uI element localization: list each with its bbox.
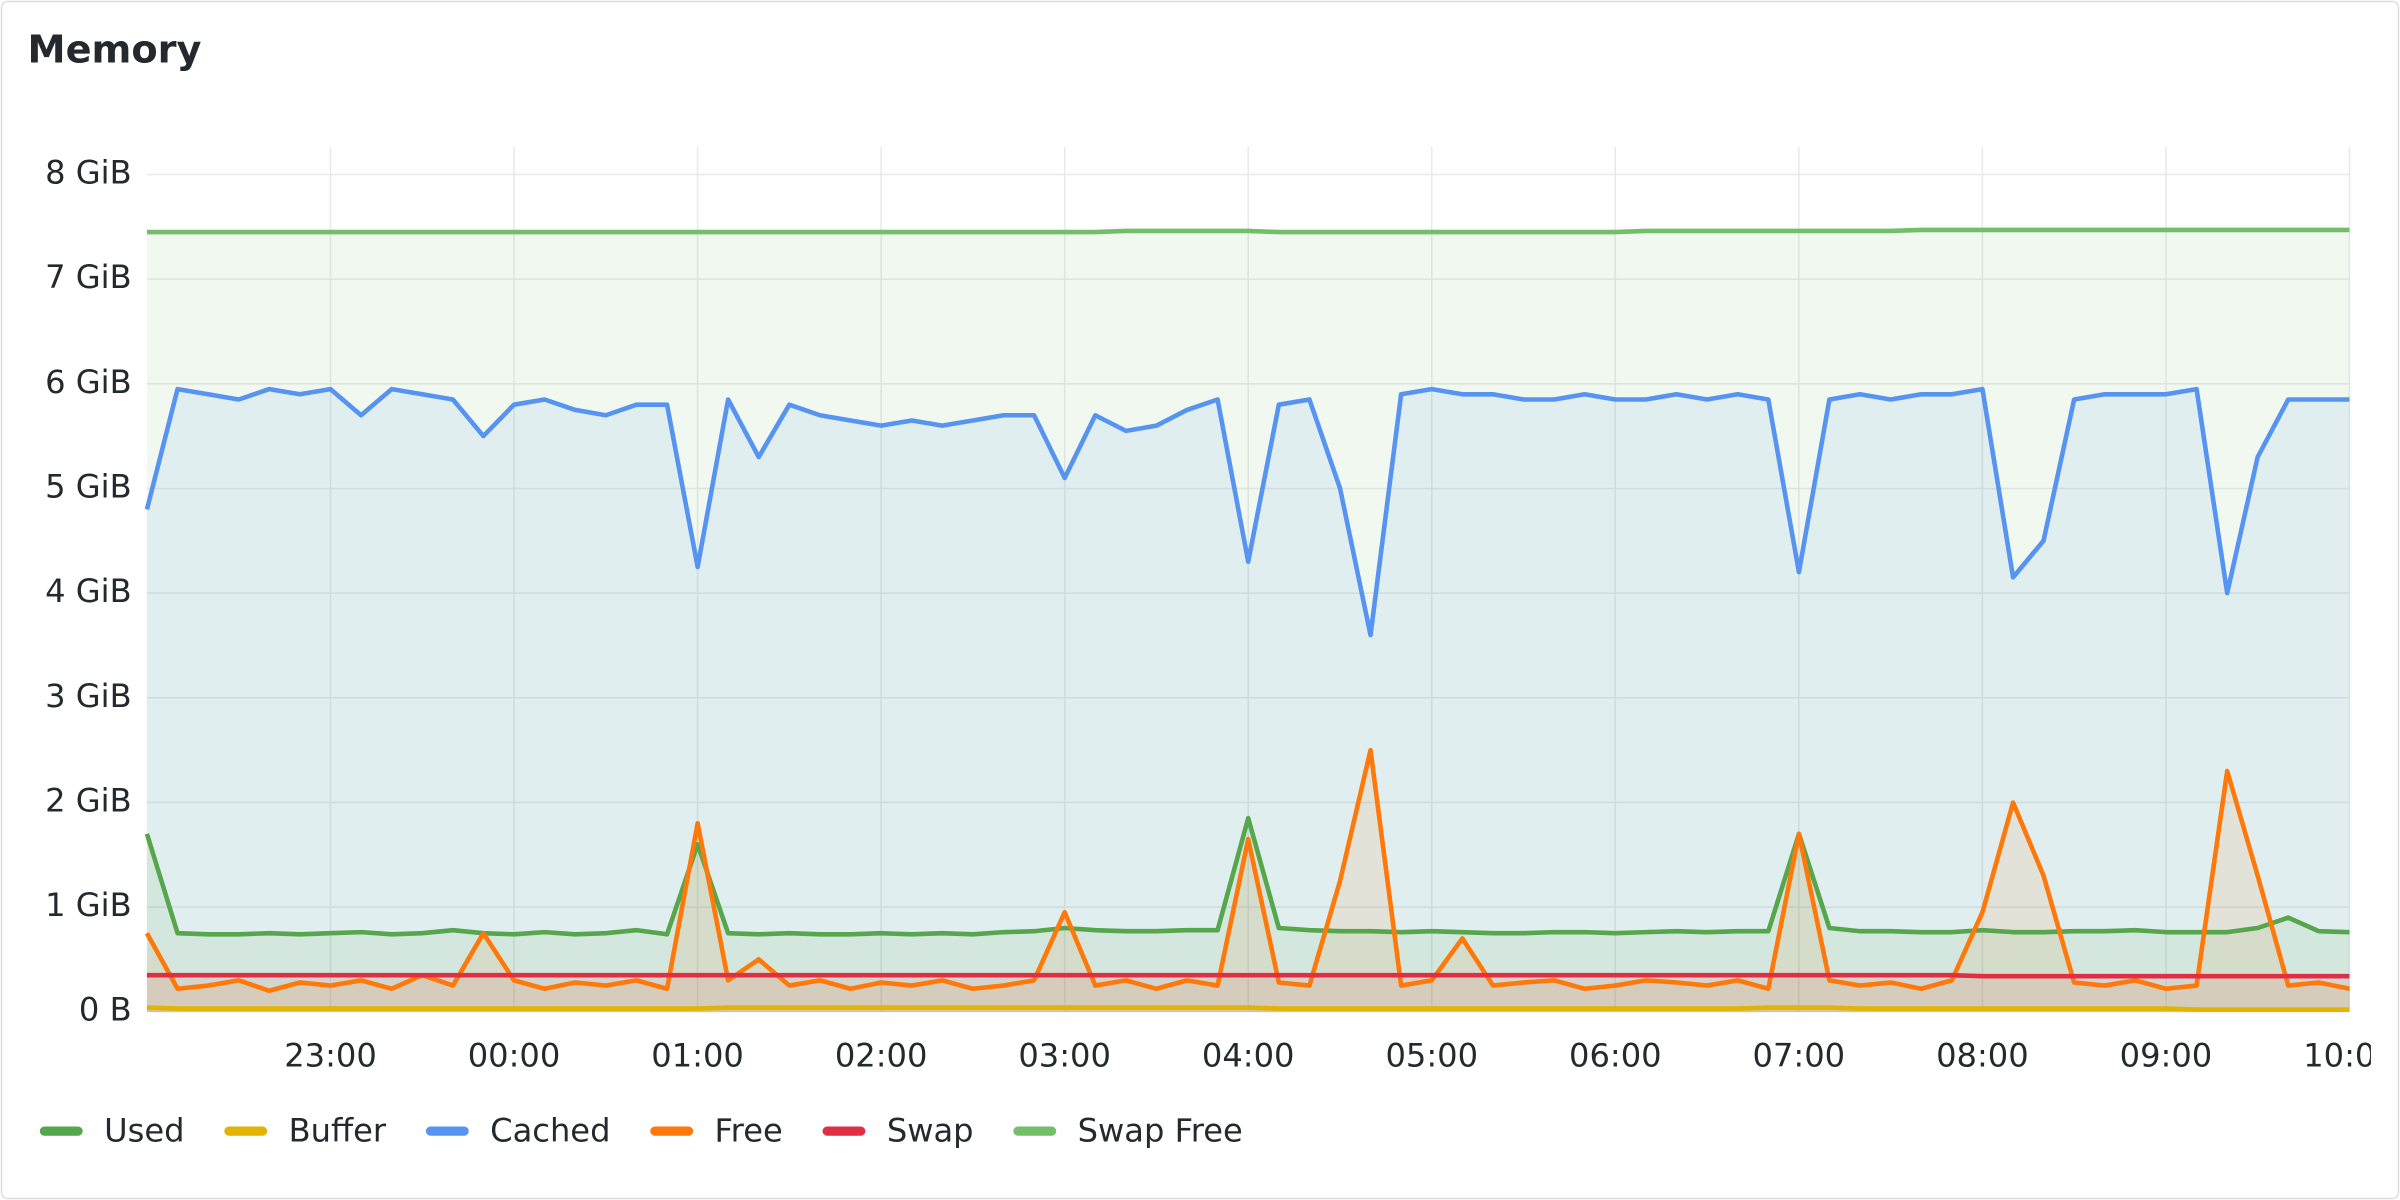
x-tick-label: 08:00 — [1936, 1037, 2029, 1075]
x-tick-label: 02:00 — [835, 1037, 928, 1075]
y-tick-label: 5 GiB — [45, 467, 132, 505]
area-fill — [146, 818, 2350, 1012]
series-line — [144, 386, 2350, 638]
legend-label: Swap Free — [1078, 1112, 1243, 1150]
areas — [146, 229, 2350, 1012]
series-line — [144, 747, 2350, 994]
x-tick-label: 00:00 — [468, 1037, 561, 1075]
x-tick-label: 23:00 — [284, 1037, 377, 1075]
legend-swatch — [425, 1126, 469, 1136]
legend-swatch — [650, 1126, 694, 1136]
legend-label: Cached — [490, 1112, 610, 1150]
series-line — [146, 227, 2350, 235]
x-tick-label: 10:00 — [2303, 1037, 2396, 1075]
y-tick-label: 2 GiB — [45, 781, 132, 819]
legend: Used Buffer Cached Free Swap Swap Free — [39, 1112, 1243, 1150]
grid — [146, 146, 2351, 1013]
y-tick-label: 1 GiB — [45, 886, 132, 924]
x-tick-label: 05:00 — [1385, 1037, 1478, 1075]
lines — [144, 227, 2350, 1012]
legend-swatch — [822, 1126, 866, 1136]
x-tick-label: 07:00 — [1753, 1037, 1846, 1075]
axes: 0 B 1 GiB 2 GiB 3 GiB 4 GiB 5 GiB 6 GiB 7 GiB 8 … — [45, 153, 2396, 1075]
x-tick-label: 03:00 — [1018, 1037, 1111, 1075]
x-tick-label: 01:00 — [651, 1037, 744, 1075]
y-tick-label: 3 GiB — [45, 677, 132, 715]
series-line — [146, 972, 2350, 979]
area-fill — [146, 389, 2350, 1012]
area-fill — [146, 750, 2350, 1012]
legend-swatch — [224, 1126, 268, 1136]
legend-swatch — [39, 1126, 83, 1136]
area-fill — [146, 229, 2350, 1012]
legend-swatch — [1013, 1126, 1057, 1136]
series-line — [146, 1005, 2350, 1012]
legend-label: Swap — [887, 1112, 974, 1150]
series-line — [144, 815, 2350, 937]
legend-label: Used — [104, 1112, 184, 1150]
y-tick-label: 4 GiB — [45, 572, 132, 610]
y-tick-label: 8 GiB — [45, 153, 132, 191]
legend-label: Buffer — [289, 1112, 387, 1150]
y-tick-label: 7 GiB — [45, 258, 132, 296]
y-tick-label: 0 B — [79, 991, 132, 1029]
y-tick-label: 6 GiB — [45, 363, 132, 401]
x-tick-label: 06:00 — [1569, 1037, 1662, 1075]
area-fill — [146, 975, 2350, 1012]
legend-label: Free — [715, 1112, 783, 1150]
panel-title: Memory — [28, 28, 202, 73]
x-tick-label: 09:00 — [2120, 1037, 2213, 1075]
x-tick-label: 04:00 — [1202, 1037, 1295, 1075]
